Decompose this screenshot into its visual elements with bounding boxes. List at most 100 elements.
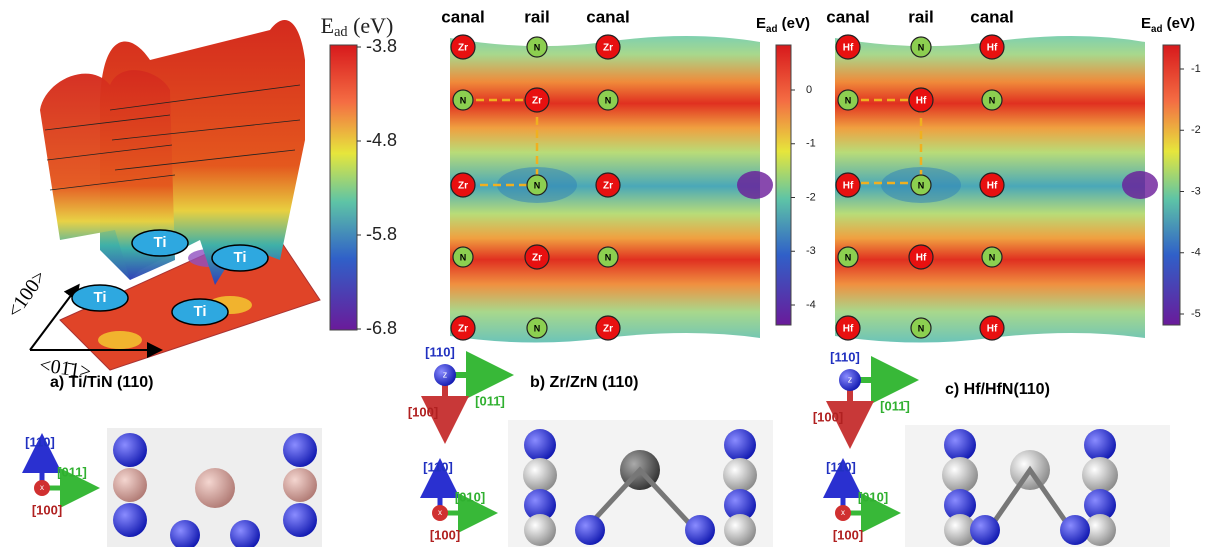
atom-label: Zr	[532, 96, 542, 107]
unit-cell	[463, 98, 539, 187]
contour-lines	[44, 84, 301, 191]
metal-atom	[524, 87, 550, 113]
nitrogen-atom	[597, 246, 619, 268]
axis-arrow	[29, 283, 80, 351]
tick-label: -2	[1191, 124, 1201, 136]
metal-atom	[595, 34, 621, 60]
metal-atom	[835, 172, 861, 198]
nitrogen-atom	[526, 317, 548, 339]
atom-label: Hf	[843, 181, 854, 192]
axis-label: [010]	[858, 489, 888, 504]
unit: (eV)	[782, 15, 810, 32]
column-label: canal	[826, 7, 869, 26]
subscript: ad	[334, 24, 348, 40]
atom-label: N	[534, 42, 541, 52]
colorbar	[329, 44, 358, 331]
atom-label: Hf	[987, 43, 998, 54]
colorbar	[1162, 44, 1181, 326]
atom-label: N	[918, 180, 925, 190]
atom-label: Zr	[532, 253, 542, 264]
tick-label: -1	[806, 138, 816, 150]
tick-label: -6.8	[366, 318, 397, 338]
caption: c) Hf/HfN(110)	[945, 381, 1050, 398]
atom-label: Hf	[843, 324, 854, 335]
symbol: E	[321, 13, 334, 38]
atom-label: N	[534, 323, 541, 333]
axis-sphere	[434, 364, 456, 386]
caption: a) Ti/TiN (110)	[50, 374, 153, 391]
axis-label: [110]	[425, 344, 455, 359]
nitrogen-atom	[910, 317, 932, 339]
axis-label: [100]	[408, 404, 438, 419]
atom-label: Zr	[458, 181, 468, 192]
direction-label: <100>	[3, 266, 51, 322]
atom-label: N	[605, 95, 612, 105]
atom-label: Zr	[603, 43, 613, 54]
metal-atom	[979, 315, 1005, 341]
atom-label: Zr	[458, 324, 468, 335]
axis-label: [110]	[25, 434, 55, 449]
atom-view	[905, 425, 1170, 547]
atom-label: N	[605, 252, 612, 262]
metal-atom	[450, 315, 476, 341]
atom-label: Zr	[458, 43, 468, 54]
metal-atom	[450, 34, 476, 60]
atom-label: Hf	[843, 43, 854, 54]
axis-label: [110]	[423, 459, 453, 474]
atom-label: N	[460, 252, 467, 262]
atom-label: Ti	[233, 249, 246, 266]
atom-label: Hf	[987, 181, 998, 192]
subscript: ad	[1151, 24, 1162, 35]
metal-atom	[979, 172, 1005, 198]
atom-label: Zr	[603, 181, 613, 192]
colorbar-title: Ead (eV)	[321, 13, 394, 40]
atom	[131, 229, 189, 257]
tick-label: -5	[1191, 308, 1201, 320]
symbol: E	[756, 15, 766, 32]
atom-label: Hf	[916, 253, 927, 264]
tick-label: -4	[1191, 247, 1201, 259]
atom	[171, 298, 229, 326]
atom-label: N	[918, 323, 925, 333]
axis-label: [100]	[32, 502, 62, 517]
metal-atom	[835, 34, 861, 60]
axis-label: [011]	[57, 464, 87, 479]
unit: (eV)	[1167, 15, 1195, 32]
nitrogen-atom	[837, 246, 859, 268]
axis-sphere	[835, 505, 851, 521]
nitrogen-atom	[526, 174, 548, 196]
atom-label: N	[918, 42, 925, 52]
atom-label: Ti	[193, 303, 206, 320]
metal-atom	[595, 172, 621, 198]
sphere-label: z	[443, 369, 448, 379]
column-label: canal	[586, 7, 629, 26]
atom-label: Zr	[603, 324, 613, 335]
caption: b) Zr/ZrN (110)	[530, 374, 638, 391]
metal-atom	[524, 244, 550, 270]
atom-label: N	[845, 252, 852, 262]
sphere-label: x	[40, 483, 44, 492]
column-label: rail	[524, 7, 550, 26]
unit: (eV)	[353, 13, 393, 38]
axis-label: [010]	[455, 489, 485, 504]
metal-atom	[908, 244, 934, 270]
nitrogen-atom	[452, 246, 474, 268]
ridge-front	[40, 70, 175, 280]
sphere-label: x	[438, 508, 442, 517]
axis-sphere	[432, 505, 448, 521]
axis-label: [011̄]	[475, 393, 505, 408]
axis-sphere	[839, 369, 861, 391]
metal-atom	[835, 315, 861, 341]
axis-label: [011̄]	[880, 398, 910, 413]
atom-label: N	[534, 180, 541, 190]
colorbar-title: Ead (eV)	[1141, 15, 1195, 35]
atom-view	[508, 420, 773, 547]
column-label: canal	[441, 7, 484, 26]
colorbar-title: Ead (eV)	[756, 15, 810, 35]
nitrogen-atom	[452, 89, 474, 111]
axis-label: [110]	[826, 459, 856, 474]
subscript: ad	[766, 24, 777, 35]
atom-label: N	[845, 95, 852, 105]
tick-label: -3	[1191, 185, 1201, 197]
atom-view	[107, 428, 322, 547]
